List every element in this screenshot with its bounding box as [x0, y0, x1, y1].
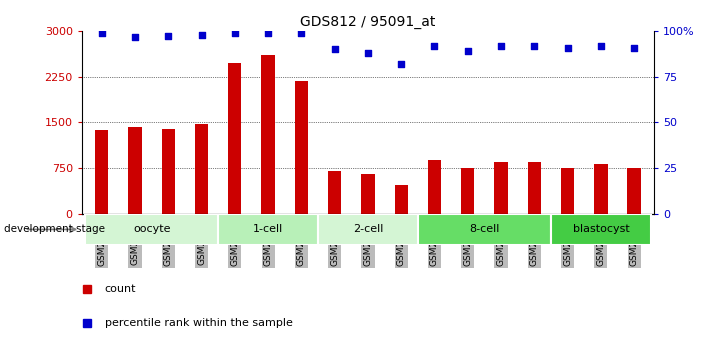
Point: [296, 30, 307, 36]
Point: [129, 34, 141, 39]
Point: [196, 32, 207, 38]
Point: [562, 45, 573, 50]
Bar: [228, 63, 242, 214]
Text: percentile rank within the sample: percentile rank within the sample: [105, 318, 292, 328]
Point: [229, 30, 240, 36]
Title: GDS812 / 95091_at: GDS812 / 95091_at: [300, 14, 436, 29]
Bar: [461, 168, 474, 214]
Point: [163, 33, 174, 38]
Bar: [418, 214, 551, 245]
Bar: [85, 214, 218, 245]
Bar: [395, 185, 408, 214]
Point: [395, 61, 407, 67]
Text: 1-cell: 1-cell: [253, 225, 283, 234]
Bar: [129, 127, 141, 214]
Point: [529, 43, 540, 48]
Bar: [551, 214, 651, 245]
Bar: [328, 171, 341, 214]
Bar: [262, 56, 274, 214]
Bar: [95, 130, 108, 214]
Text: oocyte: oocyte: [133, 225, 171, 234]
Point: [429, 43, 440, 48]
Bar: [161, 129, 175, 214]
Point: [329, 47, 341, 52]
Text: count: count: [105, 284, 137, 294]
Text: blastocyst: blastocyst: [572, 225, 629, 234]
Bar: [628, 168, 641, 214]
Point: [496, 43, 507, 48]
Bar: [295, 81, 308, 214]
Bar: [494, 162, 508, 214]
Point: [462, 48, 474, 54]
Bar: [361, 174, 375, 214]
Bar: [594, 164, 607, 214]
Text: 2-cell: 2-cell: [353, 225, 383, 234]
Bar: [561, 168, 574, 214]
Point: [362, 50, 374, 56]
Bar: [528, 162, 541, 214]
Point: [595, 43, 606, 48]
Point: [96, 30, 107, 36]
Text: 8-cell: 8-cell: [469, 225, 500, 234]
Point: [629, 45, 640, 50]
Point: [262, 30, 274, 36]
Bar: [318, 214, 418, 245]
Bar: [428, 160, 441, 214]
Text: development stage: development stage: [4, 225, 105, 234]
Bar: [218, 214, 318, 245]
Bar: [195, 124, 208, 214]
